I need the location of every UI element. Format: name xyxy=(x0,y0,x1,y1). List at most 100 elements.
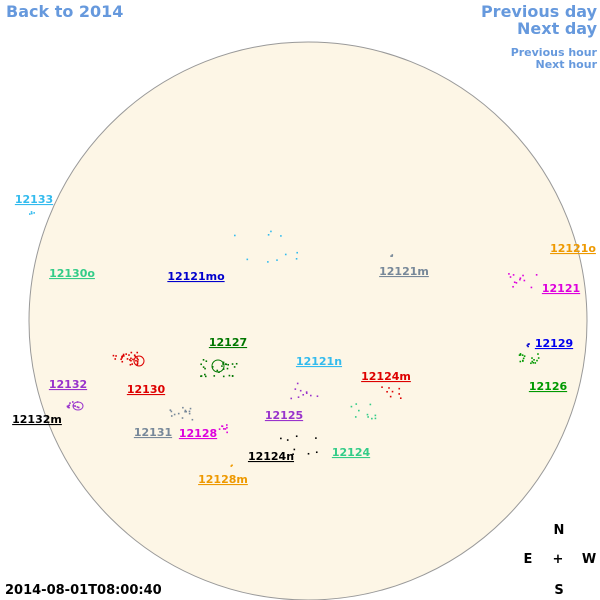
sunspot xyxy=(189,407,192,410)
sunspot xyxy=(33,212,35,214)
sunspot xyxy=(398,387,401,390)
sunspot xyxy=(130,359,132,362)
sunspot xyxy=(522,359,524,362)
back-link[interactable]: Back to 2014 xyxy=(6,2,123,21)
sunspot xyxy=(235,362,238,365)
sunspot xyxy=(132,358,134,361)
sunspot xyxy=(121,360,124,363)
sunspot xyxy=(121,355,123,358)
sunspot xyxy=(77,406,80,409)
region-labels: 12133 12130o 12121mo 12121m 12121o 12121 12127… xyxy=(12,193,596,486)
region-label[interactable]: 12131 xyxy=(134,426,172,439)
sunspot xyxy=(296,382,299,385)
region-label[interactable]: 12128m xyxy=(198,473,248,486)
region-label[interactable]: 12126 xyxy=(529,380,568,393)
region-label[interactable]: 12132m xyxy=(12,413,62,426)
region-label[interactable]: 12132 xyxy=(49,378,87,391)
sunspot xyxy=(30,211,33,213)
sunspot xyxy=(71,401,74,403)
sunspot xyxy=(369,403,372,406)
region-label[interactable]: 12124m xyxy=(361,370,411,383)
sunspot xyxy=(399,397,402,400)
sunspot xyxy=(366,413,369,416)
sunspot xyxy=(388,387,390,389)
sunspot xyxy=(122,353,125,356)
sunspot xyxy=(222,428,225,430)
sunspot xyxy=(316,395,319,398)
region-label[interactable]: 12121 xyxy=(542,282,580,295)
region-label[interactable]: 12130 xyxy=(127,383,166,396)
sunspot xyxy=(512,285,514,288)
sunspot xyxy=(68,406,70,409)
region-label[interactable]: 12124 xyxy=(332,446,371,459)
sunspot xyxy=(120,358,122,361)
sunspot xyxy=(391,254,394,256)
sunspot xyxy=(72,401,84,411)
region-label[interactable]: 12125 xyxy=(265,409,303,422)
sunspot xyxy=(173,413,176,416)
sunspot xyxy=(126,358,129,360)
sunspot xyxy=(218,428,221,430)
region-label[interactable]: 12129 xyxy=(535,337,573,350)
sunspot xyxy=(519,360,522,363)
sunspot xyxy=(130,357,132,360)
sunspot xyxy=(518,354,521,356)
sunspot xyxy=(133,355,145,367)
previous-hour-link[interactable]: Previous hour xyxy=(511,46,598,59)
sunspot xyxy=(222,361,225,364)
region-label[interactable]: 12128 xyxy=(179,427,217,440)
sunspot xyxy=(358,409,360,412)
sunspot xyxy=(205,360,208,363)
previous-day-link[interactable]: Previous day xyxy=(481,2,598,21)
region-label[interactable]: 12121m xyxy=(379,265,429,278)
sunspot xyxy=(76,406,79,408)
sunspot xyxy=(391,255,393,257)
sunspot xyxy=(309,394,312,397)
sunspot xyxy=(519,353,522,355)
region-label[interactable]: 12121o xyxy=(550,242,596,255)
sunspot xyxy=(226,424,228,426)
spots xyxy=(29,211,540,467)
sunspot xyxy=(515,282,518,284)
sunspot xyxy=(202,366,205,368)
sunspot xyxy=(134,355,137,358)
sunspot xyxy=(234,234,236,237)
region-label[interactable]: 12130o xyxy=(49,267,95,280)
sunspot xyxy=(228,374,231,377)
sunspot xyxy=(509,276,512,278)
region-label[interactable]: 12127 xyxy=(209,336,247,349)
region-label[interactable]: 12121n xyxy=(296,355,342,368)
sunspot xyxy=(114,358,117,360)
sunspot xyxy=(527,345,529,348)
sunspot xyxy=(354,416,357,418)
sunspot xyxy=(305,391,308,393)
sunspot xyxy=(188,410,191,413)
sunspot xyxy=(512,274,515,276)
next-day-link[interactable]: Next day xyxy=(517,19,598,38)
region-label[interactable]: 12133 xyxy=(15,193,53,206)
sunspot xyxy=(67,405,70,407)
sunspot xyxy=(297,396,300,398)
sunspot xyxy=(523,279,526,282)
sunspot xyxy=(69,402,71,404)
sunspot xyxy=(181,417,184,419)
sunspot xyxy=(276,259,278,261)
sunspot xyxy=(128,354,130,356)
sunspot xyxy=(136,357,138,360)
region-label[interactable]: 12121mo xyxy=(167,270,225,283)
sunspot xyxy=(66,405,69,408)
region-label[interactable]: 12124n xyxy=(248,450,294,463)
sunspot xyxy=(227,363,230,366)
sunspot xyxy=(29,213,31,215)
sunspot xyxy=(136,362,139,364)
sunspot xyxy=(374,417,377,420)
next-hour-link[interactable]: Next hour xyxy=(536,58,598,71)
sunspot xyxy=(522,274,524,277)
sunspot xyxy=(531,360,534,363)
sunspot xyxy=(531,357,533,359)
sunspot xyxy=(526,344,529,347)
sunspot xyxy=(537,357,540,359)
sunspot xyxy=(169,409,172,411)
sunspot xyxy=(221,425,223,427)
